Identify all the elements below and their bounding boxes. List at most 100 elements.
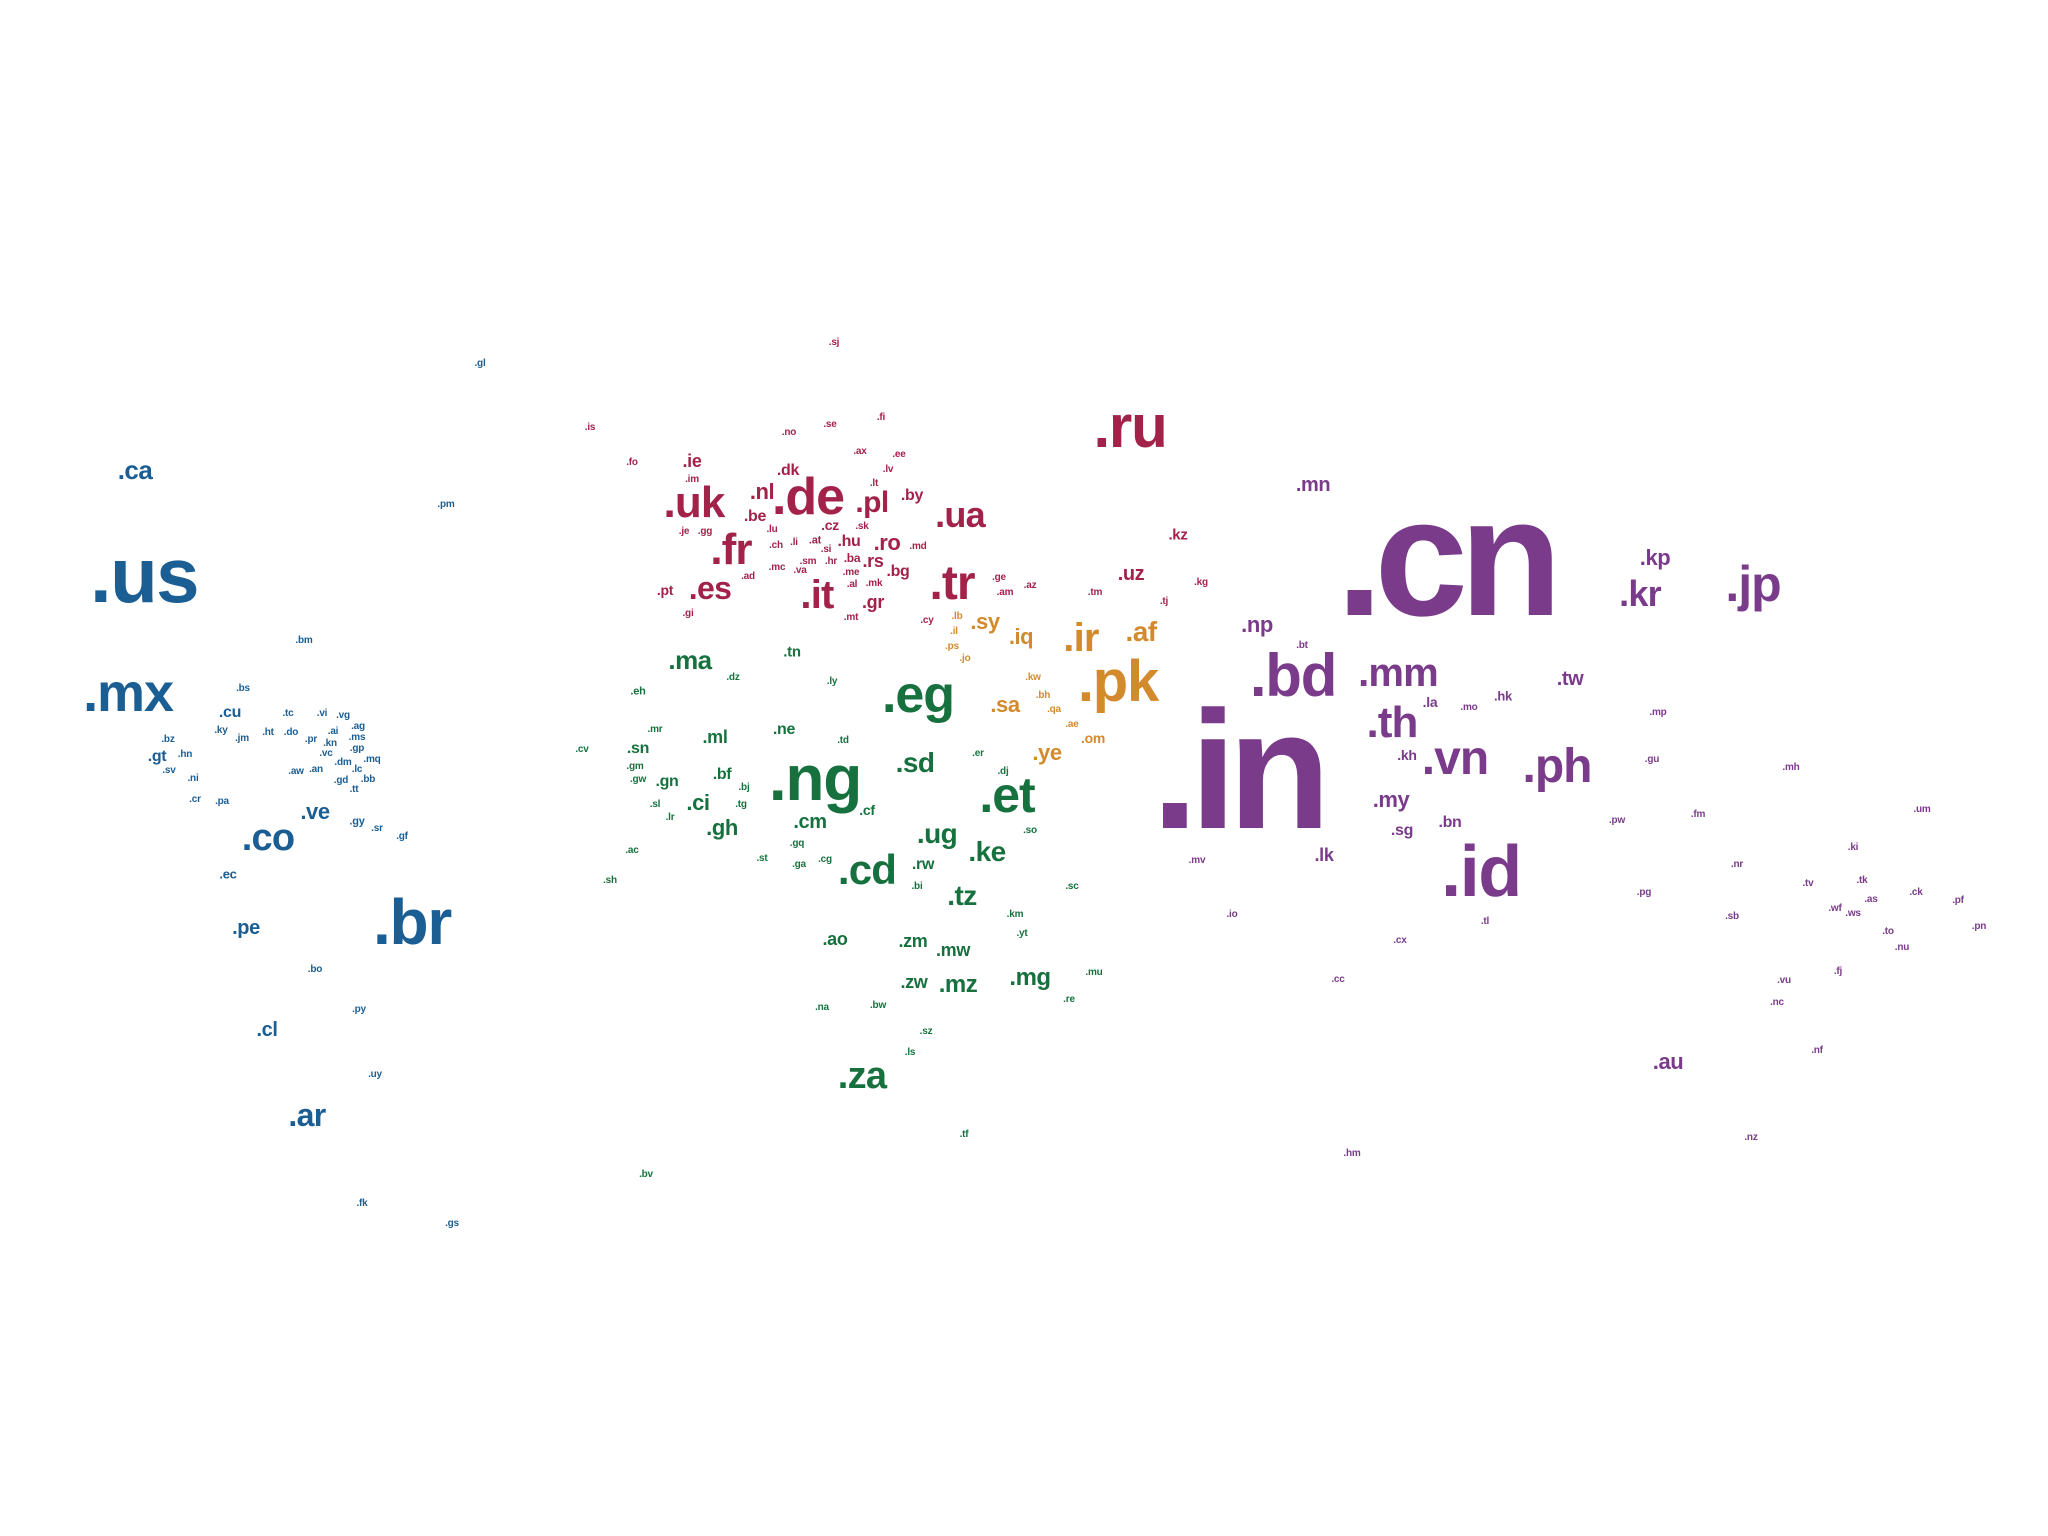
tld-label-ph: .ph — [1522, 740, 1592, 793]
tld-label-so: .so — [1023, 825, 1037, 836]
tld-label-mg: .mg — [1009, 964, 1051, 991]
tld-label-ht: .ht — [262, 727, 274, 738]
tld-label-bg: .bg — [886, 563, 910, 580]
tld-label-si: .si — [820, 544, 832, 555]
tld-label-vn: .vn — [1421, 732, 1489, 785]
tld-label-hu: .hu — [837, 533, 861, 550]
tld-label-mr: .mr — [647, 724, 663, 735]
tld-label-na: .na — [815, 1002, 829, 1013]
tld-label-ps: .ps — [945, 641, 959, 652]
tld-label-eh: .eh — [630, 685, 646, 698]
tld-label-ve: .ve — [300, 799, 330, 824]
tld-label-uk: .uk — [663, 478, 726, 527]
tld-label-ac: .ac — [625, 845, 639, 856]
tld-label-cx: .cx — [1393, 935, 1407, 946]
tld-label-ne: .ne — [772, 721, 796, 738]
tld-label-td: .td — [837, 735, 849, 746]
tld-label-cc: .cc — [1331, 974, 1345, 985]
tld-label-ge: .ge — [992, 572, 1006, 583]
tld-label-lt: .lt — [869, 478, 879, 489]
tld-label-tt: .tt — [349, 784, 359, 795]
tld-label-bb: .bb — [360, 774, 376, 785]
tld-label-tr: .tr — [929, 557, 975, 610]
tld-label-bz: .bz — [161, 734, 175, 745]
tld-label-kz: .kz — [1168, 526, 1188, 544]
tld-label-pn: .pn — [1971, 921, 1987, 932]
tld-label-tn: .tn — [783, 643, 801, 661]
tld-label-gq: .gq — [789, 838, 805, 849]
tld-label-tw: .tw — [1556, 668, 1584, 690]
tld-label-bi: .bi — [911, 881, 923, 892]
tld-label-cd: .cd — [837, 846, 897, 893]
tld-label-cu: .cu — [218, 704, 242, 721]
tld-label-gr: .gr — [862, 592, 884, 612]
tld-label-lc: .lc — [351, 764, 363, 775]
tld-label-er: .er — [972, 748, 984, 759]
tld-label-cr: .cr — [189, 794, 201, 805]
tld-label-lr: .lr — [665, 812, 675, 823]
tld-label-at: .at — [808, 534, 822, 547]
tld-label-tj: .tj — [1159, 596, 1169, 607]
tld-label-za: .za — [837, 1055, 887, 1097]
tld-label-sy: .sy — [970, 609, 1000, 634]
tld-label-eg: .eg — [881, 666, 955, 724]
tld-label-tk: .tk — [1856, 875, 1868, 886]
tld-label-nr: .nr — [1730, 859, 1744, 870]
tld-label-gl: .gl — [474, 358, 486, 369]
tld-label-to: .to — [1882, 926, 1894, 937]
tld-label-am: .am — [996, 587, 1014, 598]
tld-label-ba: .ba — [843, 551, 861, 565]
tld-label-tz: .tz — [947, 880, 977, 911]
tld-label-ad: .ad — [741, 571, 755, 582]
tld-label-gu: .gu — [1644, 754, 1660, 765]
tld-label-ca: .ca — [117, 455, 153, 485]
tld-label-sh: .sh — [603, 875, 617, 886]
tld-label-gm: .gm — [626, 761, 644, 772]
tld-label-pk: .pk — [1077, 649, 1159, 714]
tld-label-bd: .bd — [1249, 642, 1338, 709]
tld-label-ck: .ck — [1909, 887, 1923, 898]
tld-label-bm: .bm — [295, 635, 313, 646]
tld-label-bv: .bv — [639, 1169, 653, 1180]
tld-label-vg: .vg — [336, 710, 350, 721]
tld-label-co: .co — [241, 817, 295, 859]
tld-label-dz: .dz — [726, 672, 740, 683]
tld-label-th: .th — [1366, 698, 1418, 747]
tld-label-yt: .yt — [1016, 928, 1028, 939]
tld-label-gi: .gi — [682, 608, 694, 619]
tld-label-sr: .sr — [371, 823, 383, 834]
tld-label-cm: .cm — [793, 811, 827, 833]
tld-label-ms: .ms — [348, 732, 366, 743]
tld-label-gh: .gh — [706, 815, 738, 840]
tld-label-ao: .ao — [822, 929, 848, 949]
tld-label-gy: .gy — [349, 815, 365, 828]
tld-label-ml: .ml — [702, 727, 728, 747]
tld-label-md: .md — [909, 541, 927, 552]
tld-label-ar: .ar — [288, 1097, 326, 1133]
tld-label-me: .me — [842, 567, 860, 578]
tld-label-ag: .ag — [351, 721, 365, 732]
tld-label-uy: .uy — [368, 1069, 382, 1080]
tld-label-pg: .pg — [1636, 887, 1652, 898]
tld-label-cy: .cy — [920, 615, 934, 626]
tld-label-be: .be — [743, 508, 767, 525]
tld-label-my: .my — [1372, 787, 1410, 812]
tld-label-nc: .nc — [1770, 997, 1784, 1008]
tld-label-mu: .mu — [1085, 967, 1103, 978]
tld-label-ng: .ng — [768, 742, 862, 814]
tld-label-ec: .ec — [219, 866, 237, 882]
tld-label-mp: .mp — [1649, 707, 1667, 718]
tld-label-ua: .ua — [935, 494, 986, 535]
tld-label-ls: .ls — [904, 1047, 916, 1058]
tld-label-kh: .kh — [1397, 747, 1417, 763]
tld-label-gt: .gt — [147, 748, 167, 765]
tld-label-us: .us — [89, 531, 200, 619]
tld-label-mh: .mh — [1782, 762, 1800, 773]
tld-label-gp: .gp — [349, 743, 365, 754]
tld-label-aw: .aw — [288, 766, 304, 777]
tld-label-vi: .vi — [316, 708, 328, 719]
tld-label-hk: .hk — [1493, 688, 1513, 704]
tld-label-pr: .pr — [304, 734, 318, 745]
tld-label-mt: .mt — [843, 612, 859, 623]
